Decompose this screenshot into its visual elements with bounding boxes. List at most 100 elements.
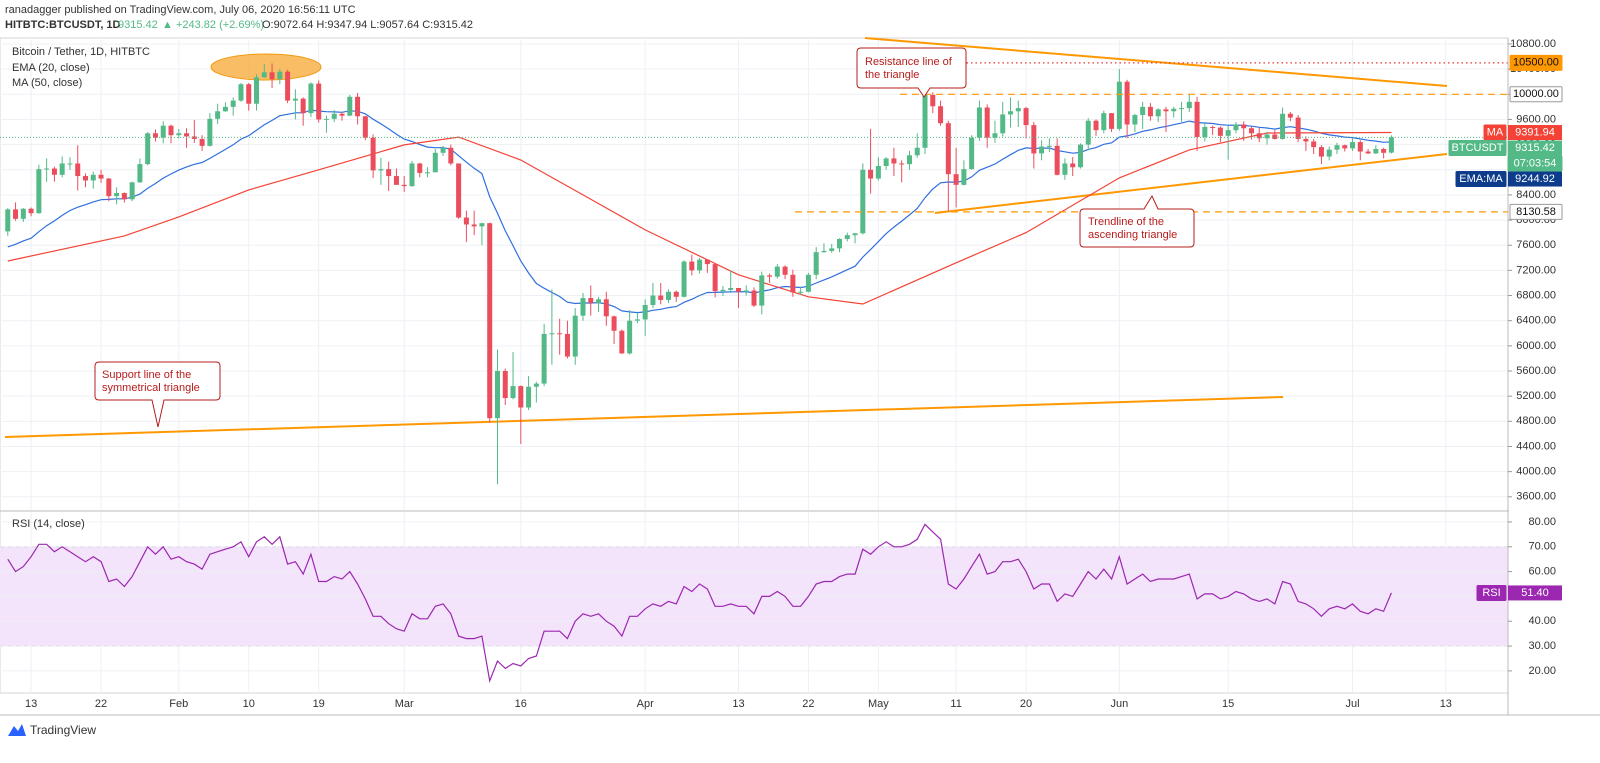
candle-body	[1303, 138, 1309, 142]
candle-body	[735, 287, 741, 292]
x-tick-label: 13	[25, 698, 37, 710]
candle-body	[813, 252, 819, 275]
marker-value: 9244.92	[1515, 173, 1555, 185]
marker-box	[1508, 585, 1562, 601]
candle-body	[627, 320, 633, 354]
candle-body	[938, 106, 944, 124]
x-tick-label: Feb	[169, 698, 188, 710]
candle-body	[1381, 149, 1387, 153]
x-tick-label: Mar	[395, 698, 414, 710]
candle-body	[1318, 147, 1324, 157]
candle-body	[1373, 149, 1379, 154]
callout-text: the triangle	[865, 69, 919, 81]
y-tick-label: 7200.00	[1516, 264, 1556, 276]
candle-body	[510, 386, 516, 399]
symbol: HITBTC:BTCUSDT, 1D	[5, 19, 121, 31]
y-tick-label: 5200.00	[1516, 390, 1556, 402]
candle-body	[774, 266, 780, 277]
legend-entry: EMA (20, close)	[12, 62, 90, 74]
marker-name-text: MA	[1487, 126, 1504, 138]
candle-body	[59, 163, 65, 175]
candle-body	[1015, 108, 1021, 112]
candle-body	[658, 295, 664, 300]
x-tick-label: 13	[1440, 698, 1452, 710]
candle-body	[549, 333, 555, 335]
y-tick-label: 70.00	[1528, 541, 1556, 553]
callout-text: ascending triangle	[1088, 229, 1177, 241]
candle-body	[1311, 141, 1317, 148]
marker-name-text: RSI	[1482, 587, 1500, 599]
candle-body	[44, 168, 50, 170]
callout-box	[1079, 194, 1195, 248]
y-tick-label: 20.00	[1528, 665, 1556, 677]
candle-body	[215, 111, 221, 119]
candle-body	[145, 133, 151, 165]
candle-body	[665, 291, 671, 300]
candle-body	[1077, 144, 1083, 168]
resistance-line	[864, 37, 1448, 87]
candle-body	[51, 168, 57, 175]
candle-body	[106, 178, 112, 197]
legend-entry: RSI (14, close)	[12, 518, 85, 530]
x-tick-label: 13	[732, 698, 744, 710]
candle-body	[362, 116, 368, 138]
candle-body	[1085, 120, 1091, 145]
candle-body	[1280, 113, 1286, 139]
candle-body	[1093, 120, 1099, 131]
candle-body	[355, 96, 361, 117]
candle-body	[922, 94, 928, 148]
candle-body	[743, 290, 749, 292]
candle-body	[1225, 130, 1231, 136]
candle-body	[1101, 113, 1107, 131]
candle-body	[1054, 145, 1060, 175]
highlight-ellipse	[210, 53, 322, 81]
candle-body	[292, 98, 298, 101]
candle-body	[121, 193, 127, 200]
candle-body	[767, 275, 773, 277]
candle-body	[837, 238, 843, 249]
candle-body	[976, 107, 982, 138]
candle-body	[1256, 133, 1262, 139]
x-tick-label: 11	[950, 698, 961, 710]
candle-body	[689, 261, 695, 271]
candle-body	[308, 83, 314, 114]
candle-body	[875, 165, 881, 179]
candle-body	[580, 298, 586, 316]
candle-body	[798, 291, 804, 293]
grid	[0, 38, 1508, 693]
candle-body	[1124, 81, 1130, 125]
candle-body	[176, 133, 182, 136]
y-tick-label: 80.00	[1528, 516, 1556, 528]
level-label-box	[1509, 203, 1563, 220]
candle-body	[1342, 145, 1348, 149]
candle-body	[1202, 126, 1208, 138]
candle-body	[697, 259, 703, 271]
x-tick-label: 16	[515, 698, 527, 710]
x-tick-label: Jul	[1346, 698, 1360, 710]
marker-box	[1508, 140, 1562, 156]
candle-body	[1179, 108, 1185, 110]
candle-body	[222, 106, 228, 112]
candle-body	[1186, 101, 1192, 109]
candle-body	[347, 96, 353, 116]
candle-body	[914, 147, 920, 156]
candle-body	[261, 72, 267, 78]
x-tick-label: May	[868, 698, 889, 710]
candle-body	[83, 176, 89, 181]
candle-body	[588, 298, 594, 304]
callout-box	[94, 361, 221, 428]
candle-body	[891, 158, 897, 164]
candle-body	[28, 208, 34, 214]
level-label-text: 10500.00	[1513, 57, 1559, 69]
y-tick-label: 40.00	[1528, 615, 1556, 627]
callout-text: Resistance line of	[865, 56, 953, 68]
candle-body	[1194, 101, 1200, 138]
indicator-line	[7, 109, 1392, 314]
candle-body	[339, 113, 345, 116]
support-line	[4, 396, 1284, 438]
candle-body	[1155, 109, 1161, 117]
candle-body	[114, 193, 120, 197]
candle-body	[494, 371, 500, 419]
level-label-text: 8130.58	[1516, 206, 1556, 218]
